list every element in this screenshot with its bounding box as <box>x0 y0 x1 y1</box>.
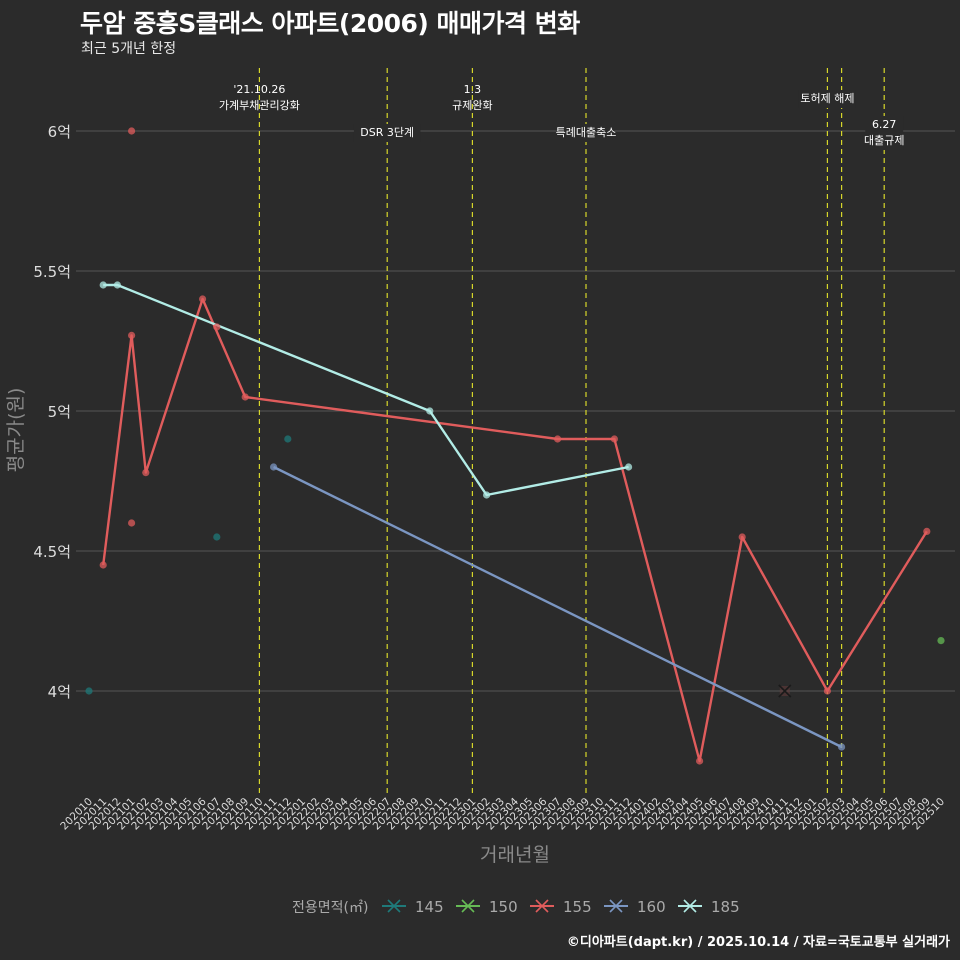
data-point-155 <box>696 757 704 765</box>
chart-subtitle: 최근 5개년 한정 <box>81 41 177 57</box>
data-point-185 <box>426 407 434 415</box>
legend-key-cross <box>387 899 401 913</box>
data-point-155 <box>128 331 136 339</box>
legend-title: 전용면적(㎡) <box>292 900 368 916</box>
data-point-155 <box>199 295 207 303</box>
data-point-155 <box>610 435 619 443</box>
data-point-160 <box>270 463 278 471</box>
chart-title: 두암 중흥S클래스 아파트(2006) 매매가격 변화 <box>80 9 580 38</box>
data-point-155 <box>823 687 832 695</box>
data-point-155 <box>99 561 107 569</box>
annotation-label: 가계부채관리강화 <box>219 99 300 112</box>
series-line-160 <box>273 465 843 749</box>
data-point-185 <box>113 281 121 289</box>
legend-label: 160 <box>637 898 666 916</box>
data-point-155 <box>128 127 136 135</box>
series-line-185 <box>103 283 629 497</box>
legend-key-cross <box>609 899 623 913</box>
annotation-label: '21.10.26 <box>233 83 285 96</box>
cross-marker <box>778 684 792 698</box>
data-point-145 <box>284 435 292 443</box>
data-point-185 <box>625 463 633 471</box>
data-point-145 <box>85 687 93 695</box>
y-axis-title: 평균가(원) <box>5 388 27 473</box>
data-point-185 <box>483 491 491 499</box>
legend-label: 155 <box>563 898 592 916</box>
y-tick-label: 6억 <box>48 123 71 141</box>
legend-key-cross <box>683 899 697 913</box>
data-point-150 <box>937 637 945 645</box>
y-tick-label: 5억 <box>48 403 71 421</box>
legend-label: 145 <box>415 898 444 916</box>
series-line-155 <box>102 297 928 763</box>
data-point-155 <box>128 519 136 527</box>
data-point-145 <box>213 533 221 541</box>
legend-key-cross <box>535 899 549 913</box>
data-point-155 <box>923 527 931 536</box>
annotation-bg <box>557 124 615 142</box>
annotation-bg <box>865 116 904 150</box>
x-axis-title: 거래년월 <box>480 844 550 866</box>
data-point-185 <box>99 281 107 289</box>
legend-label: 150 <box>489 898 518 916</box>
y-tick-label: 5.5억 <box>33 263 71 281</box>
annotation-bg <box>353 124 421 142</box>
annotation-label: 규제완화 <box>452 99 492 112</box>
source-footer: ©디아파트(dapt.kr) / 2025.10.14 / 자료=국토교통부 실… <box>566 935 950 950</box>
y-tick-label: 4.5억 <box>33 543 71 561</box>
data-point-160 <box>838 743 846 751</box>
annotation-label: 대출규제 <box>864 134 904 147</box>
annotation-label: 6.27 <box>872 118 897 131</box>
y-tick-label: 4억 <box>48 683 71 701</box>
data-point-155 <box>142 469 150 477</box>
data-point-155 <box>241 393 249 401</box>
annotation-label: 특례대출축소 <box>556 126 617 139</box>
data-point-155 <box>554 435 562 443</box>
legend-key-cross <box>461 899 475 913</box>
legend-label: 185 <box>711 898 740 916</box>
annotation-label: 1.3 <box>464 83 482 96</box>
data-point-155 <box>213 323 221 331</box>
annotation-label: 토허제 해제 <box>800 91 854 105</box>
annotation-label: DSR 3단계 <box>360 126 414 139</box>
annotation-bg <box>798 90 856 108</box>
data-point-155 <box>738 533 746 541</box>
